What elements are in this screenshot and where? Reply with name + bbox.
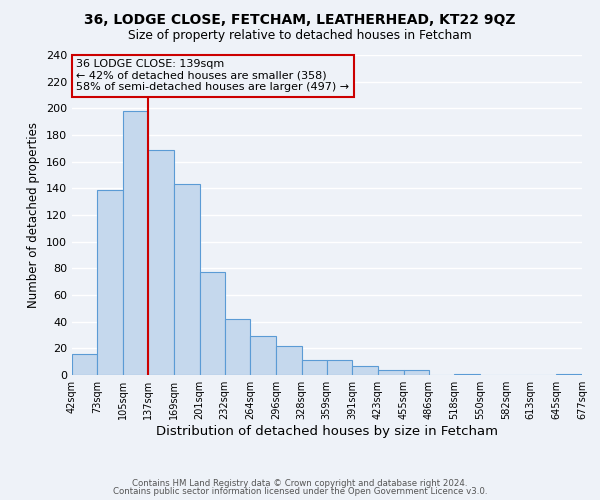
Bar	[404, 370, 428, 375]
Bar	[250, 336, 276, 375]
Bar	[378, 370, 404, 375]
Text: 36 LODGE CLOSE: 139sqm
← 42% of detached houses are smaller (358)
58% of semi-de: 36 LODGE CLOSE: 139sqm ← 42% of detached…	[76, 59, 349, 92]
Bar	[556, 374, 582, 375]
Bar	[200, 272, 224, 375]
Bar	[174, 184, 200, 375]
Bar	[72, 354, 97, 375]
Bar	[454, 374, 480, 375]
Bar	[352, 366, 378, 375]
Bar	[122, 111, 148, 375]
X-axis label: Distribution of detached houses by size in Fetcham: Distribution of detached houses by size …	[156, 425, 498, 438]
Text: Contains public sector information licensed under the Open Government Licence v3: Contains public sector information licen…	[113, 487, 487, 496]
Bar	[97, 190, 122, 375]
Bar	[148, 150, 174, 375]
Text: Contains HM Land Registry data © Crown copyright and database right 2024.: Contains HM Land Registry data © Crown c…	[132, 478, 468, 488]
Bar	[302, 360, 326, 375]
Bar	[276, 346, 302, 375]
Y-axis label: Number of detached properties: Number of detached properties	[28, 122, 40, 308]
Text: 36, LODGE CLOSE, FETCHAM, LEATHERHEAD, KT22 9QZ: 36, LODGE CLOSE, FETCHAM, LEATHERHEAD, K…	[84, 12, 516, 26]
Bar	[224, 319, 250, 375]
Bar	[326, 360, 352, 375]
Text: Size of property relative to detached houses in Fetcham: Size of property relative to detached ho…	[128, 29, 472, 42]
